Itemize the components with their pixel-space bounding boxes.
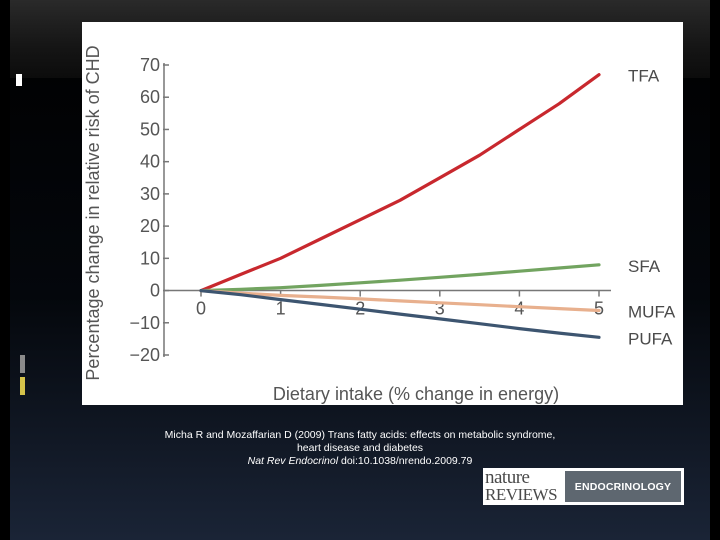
citation-line-1: Micha R and Mozaffarian D (2009) Trans f…: [164, 429, 556, 441]
x-tick-label: 5: [594, 299, 604, 319]
series-lines: [199, 73, 601, 339]
header-marker: [16, 74, 22, 86]
series-label-mufa: MUFA: [628, 303, 676, 322]
series-line-pufa: [199, 289, 601, 339]
x-axis-title: Dietary intake (% change in energy): [273, 384, 559, 404]
x-tick-label: 3: [435, 299, 445, 319]
accent-bar-gray: [20, 355, 25, 373]
y-tick-label: 0: [150, 281, 160, 301]
x-tick-label: 4: [514, 299, 524, 319]
series-line-tfa: [199, 73, 601, 293]
chart-panel: Percentage change in relative risk of CH…: [82, 22, 683, 405]
series-label-tfa: TFA: [628, 67, 660, 86]
y-tick-label: 20: [140, 216, 160, 236]
y-tick-label: 40: [140, 152, 160, 172]
logo-word-nature: nature: [485, 467, 530, 488]
y-tick-label: 60: [140, 87, 160, 107]
line-chart: Percentage change in relative risk of CH…: [83, 45, 676, 404]
y-tick-label: 30: [140, 184, 160, 204]
x-tick-label: 1: [276, 299, 286, 319]
series-line-mufa: [199, 289, 601, 313]
journal-name: Nat Rev Endocrinol: [247, 455, 339, 467]
logo-wordmark: nature REVIEWS: [483, 468, 565, 505]
series-line-sfa: [199, 263, 601, 293]
citation-block: Micha R and Mozaffarian D (2009) Trans f…: [100, 429, 620, 468]
series-labels: TFA SFA MUFA PUFA: [628, 67, 676, 349]
series-label-sfa: SFA: [628, 257, 661, 276]
y-tick-label: 70: [140, 55, 160, 75]
x-tick-label: 0: [196, 299, 206, 319]
citation-journal-line: Nat Rev Endocrinol doi:10.1038/nrendo.20…: [100, 455, 620, 468]
logo-section-name: ENDOCRINOLOGY: [565, 471, 681, 502]
nature-reviews-logo: nature REVIEWS ENDOCRINOLOGY: [483, 468, 684, 505]
series-label-pufa: PUFA: [628, 329, 673, 348]
y-tick-label: −10: [129, 313, 160, 333]
logo-word-reviews: REVIEWS: [485, 485, 558, 504]
doi-text: doi:10.1038/nrendo.2009.79: [338, 455, 473, 467]
y-axis-title: Percentage change in relative risk of CH…: [83, 45, 103, 380]
y-tick-label: 10: [140, 248, 160, 268]
accent-bar-yellow: [20, 377, 25, 395]
y-tick-label: 50: [140, 119, 160, 139]
citation-line-2: heart disease and diabetes: [296, 442, 424, 454]
y-tick-label: −20: [129, 345, 160, 365]
